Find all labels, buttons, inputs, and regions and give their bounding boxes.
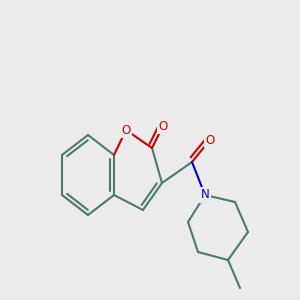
Text: O: O [158,119,168,133]
Text: O: O [122,124,130,136]
Text: O: O [206,134,214,146]
Text: N: N [201,188,209,202]
